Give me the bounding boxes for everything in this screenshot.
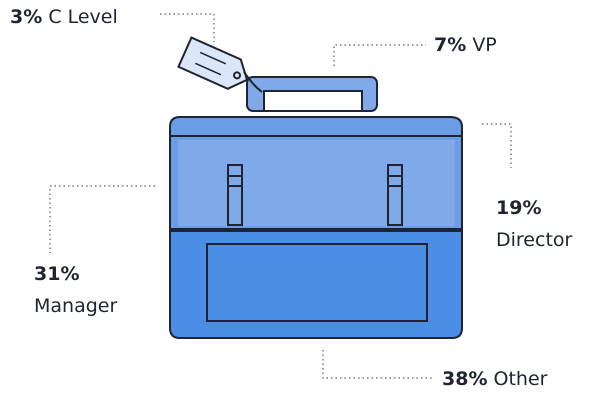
leader-line-other <box>322 350 434 379</box>
director-percent: 19% <box>496 197 542 219</box>
briefcase-lid <box>169 116 463 137</box>
leader-line-c-level <box>160 13 215 42</box>
label-manager: 31% Manager <box>34 258 117 322</box>
manager-label: Manager <box>34 295 118 317</box>
briefcase-handle <box>246 76 378 112</box>
briefcase-upper-body <box>169 135 463 230</box>
leader-line-manager <box>49 185 155 253</box>
other-percent: 38% <box>442 368 488 390</box>
label-director: 19% Director <box>496 192 572 256</box>
leader-line-vp <box>333 44 426 66</box>
left-latch-icon <box>227 164 243 226</box>
director-label: Director <box>496 229 573 251</box>
right-latch-icon <box>387 164 403 226</box>
briefcase-lower-body <box>169 230 463 339</box>
leader-line-director <box>482 123 512 168</box>
label-c-level: 3% C Level <box>10 6 118 28</box>
other-label: Other <box>493 368 548 390</box>
leader-lines <box>49 13 512 379</box>
tag-string <box>243 71 263 93</box>
manager-percent: 31% <box>34 263 80 285</box>
luggage-tag-icon <box>177 36 249 90</box>
vp-percent: 7% <box>434 34 467 56</box>
label-vp: 7% VP <box>434 34 497 56</box>
label-other: 38% Other <box>442 368 547 390</box>
c-level-percent: 3% <box>10 6 43 28</box>
vp-label: VP <box>472 34 497 56</box>
c-level-label: C Level <box>48 6 118 28</box>
